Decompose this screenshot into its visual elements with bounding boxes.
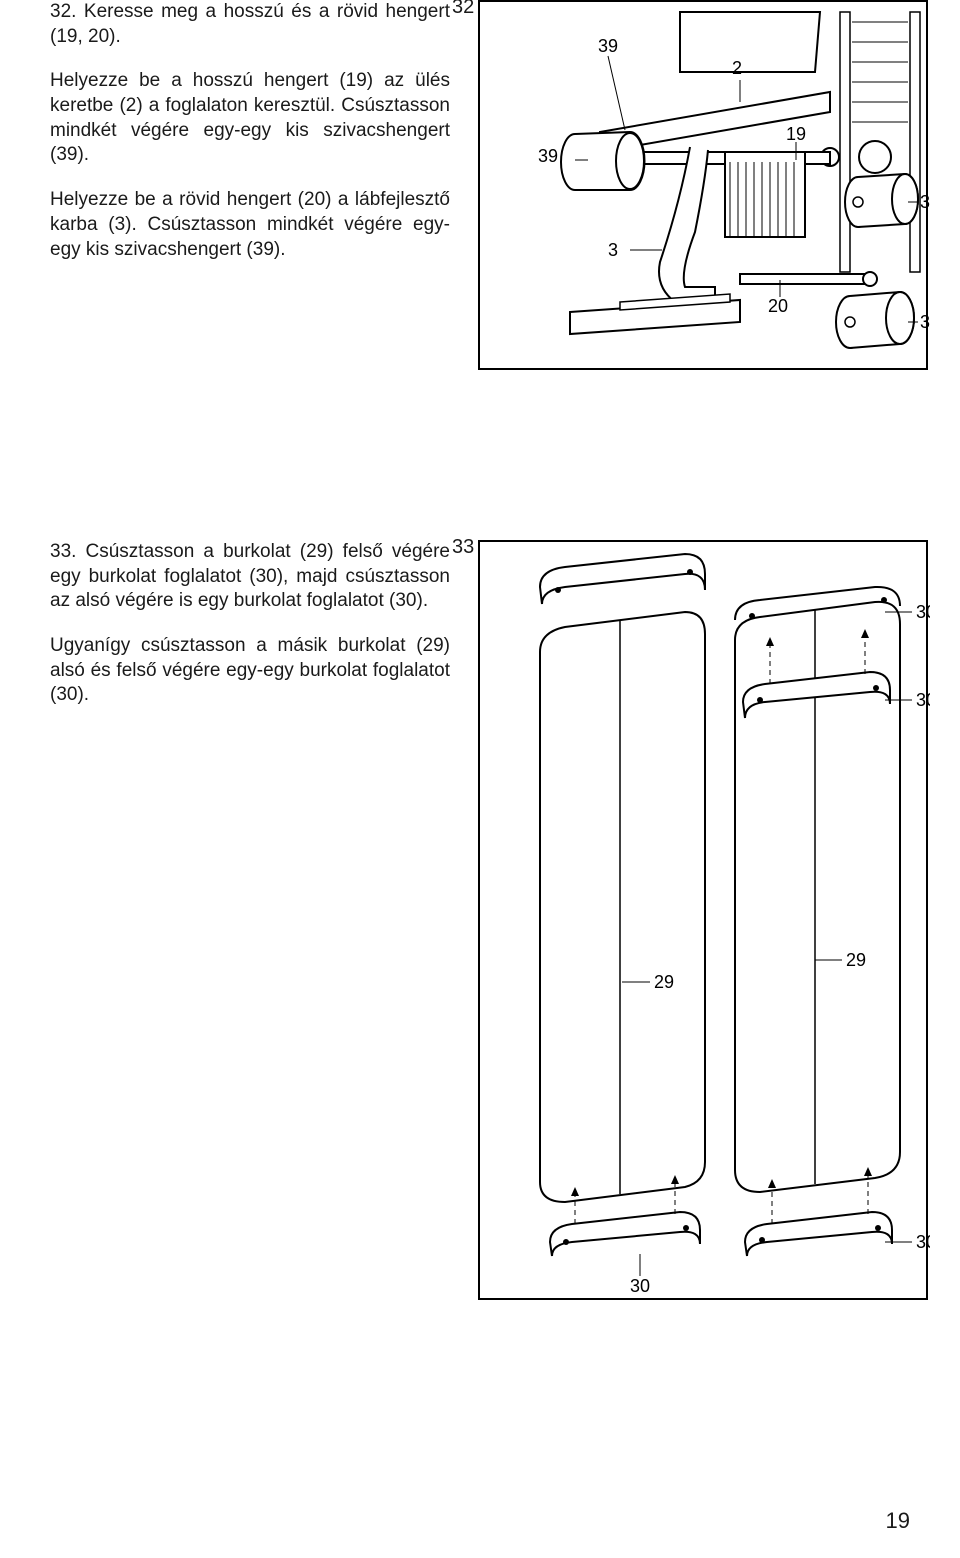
step-33-heading: 33. Csúsztasson a burkolat (29) felső vé…: [50, 540, 450, 614]
d33-label-30d: 30: [916, 1232, 930, 1252]
d33-label-29a: 29: [654, 972, 674, 992]
d33-label-30a: 30: [916, 602, 930, 622]
step-33-text: 33. Csúsztasson a burkolat (29) felső vé…: [50, 540, 450, 1300]
step-33-para1: Ugyanígy csúsztasson a másik burkolat (2…: [50, 634, 450, 708]
d32-label-39c: 39: [920, 192, 930, 212]
diagram-32: 32: [478, 0, 928, 370]
diagram-33-svg: 30 30 29 29 30 30: [480, 542, 930, 1302]
d33-label-29b: 29: [846, 950, 866, 970]
d33-label-30b: 30: [916, 690, 930, 710]
d32-label-19: 19: [786, 124, 806, 144]
d32-label-20: 20: [768, 296, 788, 316]
d32-label-3: 3: [608, 240, 618, 260]
diagram-33-number: 33: [452, 536, 474, 559]
d33-label-30c: 30: [630, 1276, 650, 1296]
step-32-para2: Helyezze be a rövid hengert (20) a lábfe…: [50, 188, 450, 262]
step-32-text: 32. Keresse meg a hosszú és a rövid heng…: [50, 0, 450, 370]
step-32-heading: 32. Keresse meg a hosszú és a rövid heng…: [50, 0, 450, 49]
step-32-para1: Helyezze be a hosszú hengert (19) az ülé…: [50, 69, 450, 168]
d32-label-39a: 39: [598, 36, 618, 56]
d32-label-2: 2: [732, 58, 742, 78]
diagram-33: 33: [478, 540, 928, 1300]
page-number: 19: [886, 1508, 910, 1534]
d32-label-39b: 39: [538, 146, 558, 166]
diagram-32-number: 32: [452, 0, 474, 19]
d32-label-39d: 39: [920, 312, 930, 332]
diagram-32-svg: 39 2 39 19 39 3 20 39: [480, 2, 930, 372]
